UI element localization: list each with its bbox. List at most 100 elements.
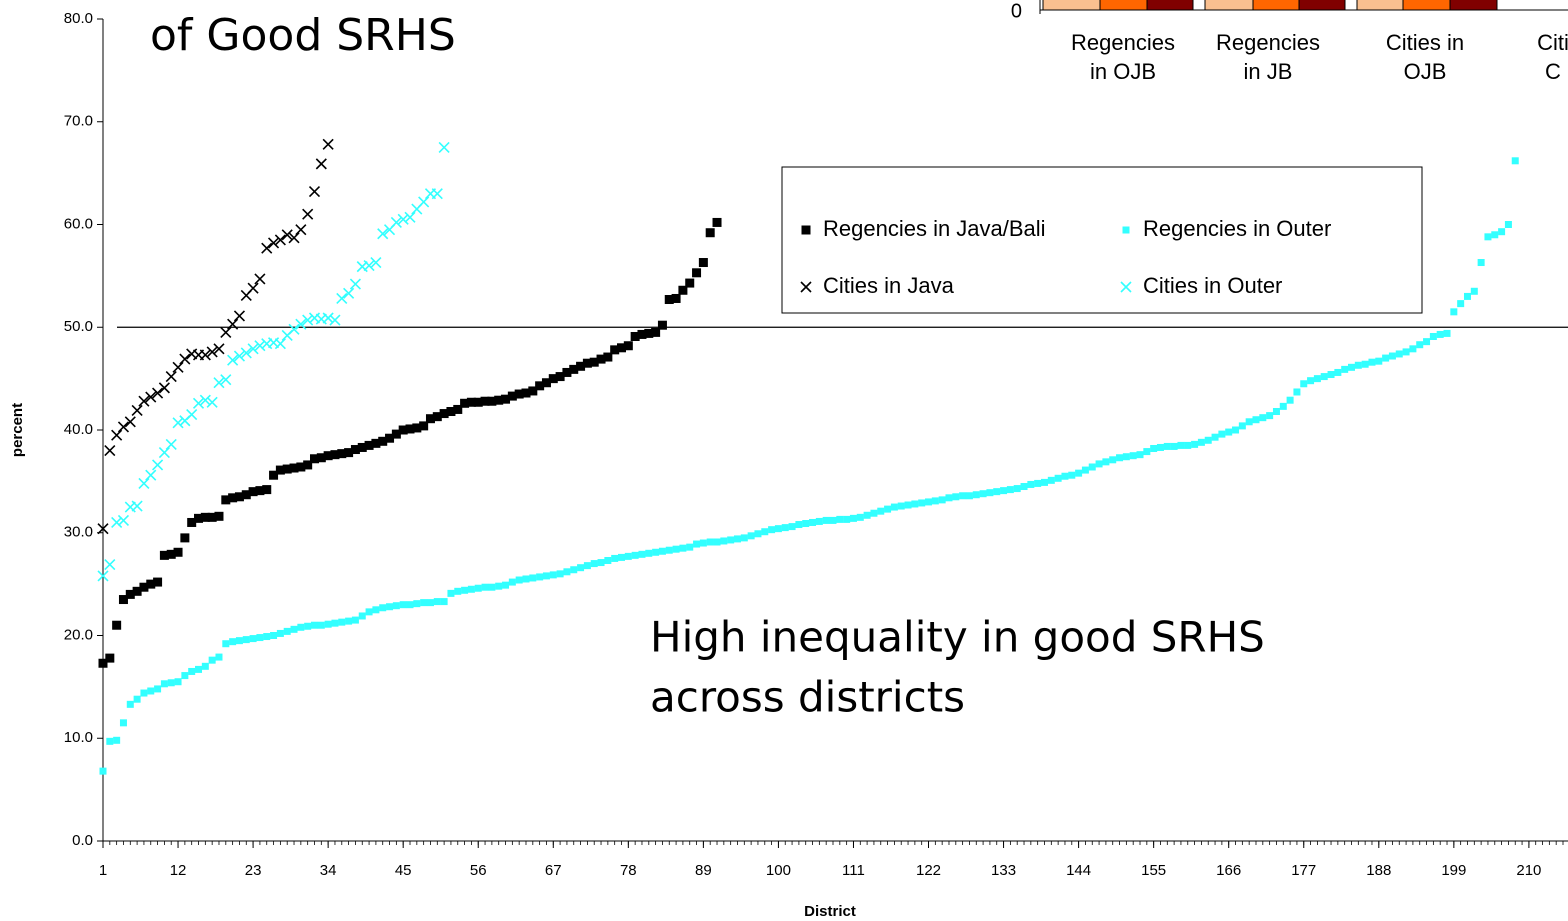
legend-label: Cities in Java [823, 273, 955, 298]
point [316, 453, 326, 463]
point [206, 346, 218, 358]
point [310, 621, 318, 629]
point [1040, 478, 1048, 486]
point [877, 507, 885, 515]
point [1409, 345, 1417, 353]
point [234, 492, 244, 502]
point [263, 633, 271, 641]
point [331, 619, 339, 627]
point [788, 523, 796, 531]
point [167, 679, 175, 687]
point [199, 394, 211, 406]
point [693, 540, 701, 548]
point [172, 417, 184, 429]
point [740, 534, 748, 542]
point [965, 492, 973, 500]
point [618, 553, 626, 561]
point [712, 217, 722, 227]
point [1320, 373, 1328, 381]
point [349, 278, 361, 290]
point [227, 318, 239, 330]
x-tick-label: 100 [766, 862, 791, 879]
point [256, 634, 264, 642]
point [494, 395, 504, 405]
point [1129, 452, 1137, 460]
point [309, 454, 319, 464]
inset-bar [1042, 0, 1101, 11]
point [576, 361, 586, 371]
point [97, 570, 109, 582]
point [351, 616, 359, 624]
point [288, 323, 300, 335]
x-tick-label: 144 [1066, 862, 1091, 879]
point [1272, 408, 1280, 416]
point [1361, 360, 1369, 368]
point [125, 589, 135, 599]
y-tick-label: 20.0 [64, 626, 93, 643]
point [247, 343, 259, 355]
point [378, 436, 388, 446]
point [152, 387, 164, 399]
point [337, 449, 347, 459]
point [556, 570, 564, 578]
point [1334, 368, 1342, 376]
point [254, 340, 266, 352]
point [1177, 441, 1185, 449]
point [679, 544, 687, 552]
point [631, 551, 639, 559]
point [208, 656, 216, 664]
point [261, 242, 273, 254]
point [671, 293, 681, 303]
point [255, 486, 265, 496]
point [713, 538, 721, 546]
point [165, 438, 177, 450]
legend-marker [801, 225, 811, 235]
x-tick-label: 67 [545, 862, 562, 879]
point [829, 516, 837, 524]
inset-bar [1252, 0, 1300, 11]
point [604, 556, 612, 564]
x-tick-label: 78 [620, 862, 637, 879]
point [1006, 486, 1014, 494]
point [106, 737, 114, 745]
legend-marker [800, 281, 812, 293]
point [304, 622, 312, 630]
point [897, 502, 905, 510]
point [390, 216, 402, 229]
series [99, 157, 1519, 775]
point [1477, 259, 1485, 267]
point [295, 224, 307, 236]
point [241, 490, 251, 500]
point [152, 459, 164, 471]
point [1266, 412, 1274, 420]
point [213, 377, 225, 389]
point [138, 395, 150, 407]
point [481, 583, 489, 591]
point [699, 539, 707, 547]
point [145, 469, 157, 481]
point [1300, 380, 1308, 388]
point [938, 496, 946, 504]
point [138, 477, 150, 489]
point [1450, 308, 1458, 316]
point [1047, 476, 1055, 484]
inset-category-label: Regencies [1216, 30, 1320, 55]
point [836, 515, 844, 523]
point [1170, 442, 1178, 450]
point [856, 513, 864, 521]
inset-category-label: Regencies [1071, 30, 1175, 55]
point [179, 353, 191, 365]
x-tick-label: 45 [395, 862, 412, 879]
point [1416, 341, 1424, 349]
point [262, 485, 272, 495]
point [1245, 418, 1253, 426]
point [1259, 414, 1267, 422]
point [391, 429, 401, 439]
x-tick-label: 34 [320, 862, 337, 879]
point [1095, 460, 1103, 468]
point [993, 488, 1001, 496]
point [158, 382, 170, 394]
point [1402, 348, 1410, 356]
point [603, 352, 613, 362]
point [1395, 350, 1403, 358]
